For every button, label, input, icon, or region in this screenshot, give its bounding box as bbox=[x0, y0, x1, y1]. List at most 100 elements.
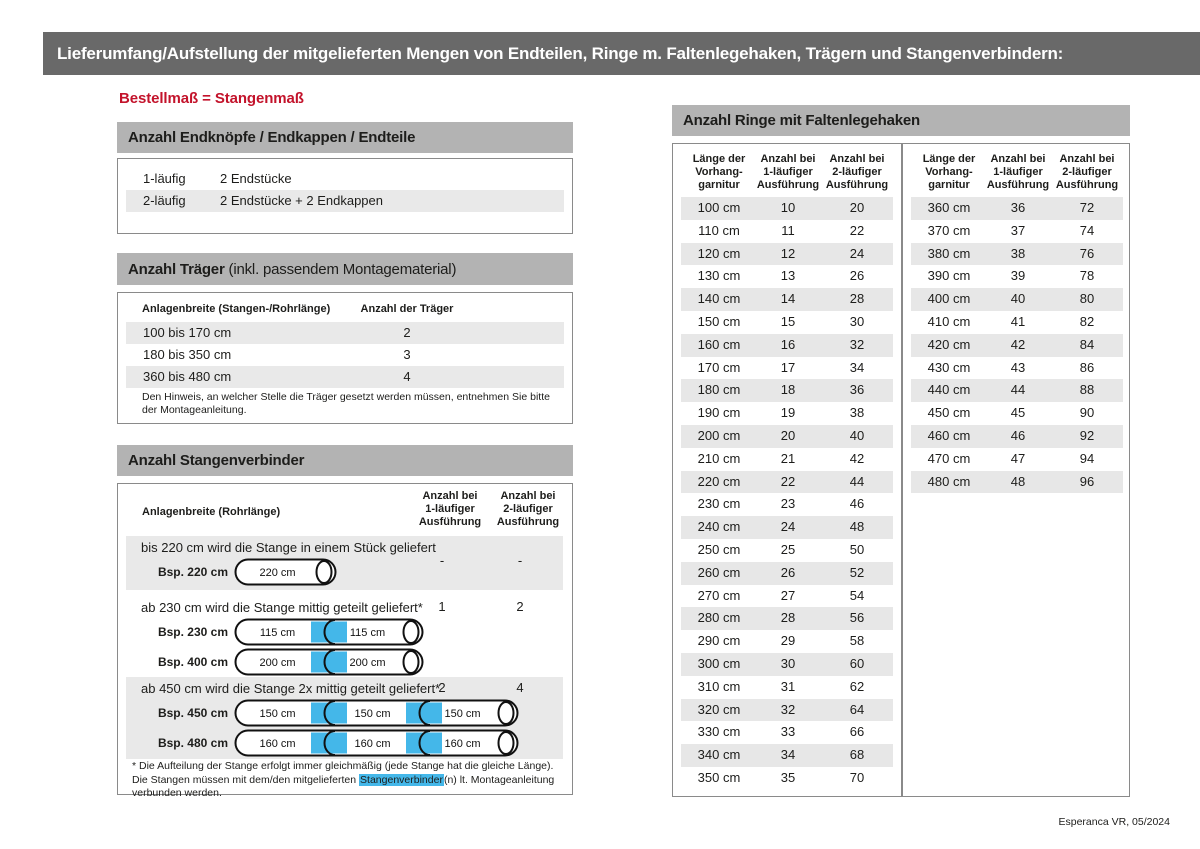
cell-laenge: 300 cm bbox=[697, 655, 741, 671]
cell-anzahl-2-laeufig: 80 bbox=[1079, 291, 1095, 307]
table-row: 470 cm 47 94 bbox=[911, 448, 1123, 471]
stangenverbinder-table: Anlagenbreite (Rohrlänge) Anzahl bei 1-l… bbox=[117, 483, 573, 799]
table-divider bbox=[901, 144, 903, 796]
rod-example: Bsp. 450 cm 150 cm 150 cm 150 cm bbox=[126, 698, 563, 728]
table-row: 110 cm 11 22 bbox=[681, 220, 893, 243]
cell-laenge: 120 cm bbox=[697, 245, 741, 261]
cell-anzahl-traeger: 3 bbox=[403, 347, 411, 362]
cell-laenge: 400 cm bbox=[927, 291, 971, 307]
cell-anzahl-2-laeufig: 60 bbox=[849, 655, 865, 671]
cell-laenge: 460 cm bbox=[927, 427, 971, 443]
table-row: 280 cm 28 56 bbox=[681, 607, 893, 631]
cell-anzahl-1-laeufig: 38 bbox=[1010, 245, 1026, 261]
ringe-table-right: Länge der Vorhang- garnitur Anzahl bei 1… bbox=[903, 144, 1131, 796]
table-row: 200 cm 20 40 bbox=[681, 424, 893, 448]
cell-anzahl-1-laeufig: 12 bbox=[780, 245, 796, 261]
cell-laenge: 190 cm bbox=[697, 405, 741, 421]
cell-laenge: 170 cm bbox=[697, 359, 741, 375]
ringe-right-rows: 360 cm 36 72 370 cm 37 74 380 cm 38 76 390 cm 39 78… bbox=[911, 197, 1123, 494]
ringe-col1-header: Länge der Vorhang- garnitur bbox=[922, 153, 976, 191]
cell-laenge: 110 cm bbox=[698, 222, 740, 238]
cell-laenge: 330 cm bbox=[697, 724, 741, 740]
stangenverbinder-connector bbox=[406, 702, 442, 724]
cell-laenge: 480 cm bbox=[927, 473, 971, 489]
rod-end-cap bbox=[497, 731, 515, 755]
rod-diagram: 115 cm 115 cm bbox=[234, 618, 424, 646]
cell-laenge: 240 cm bbox=[697, 519, 741, 535]
value-1-laeufig: 2 bbox=[438, 680, 446, 695]
stangenverbinder-connector bbox=[311, 621, 347, 643]
cell-laenge: 220 cm bbox=[697, 473, 741, 489]
cell-anzahl-1-laeufig: 40 bbox=[1010, 291, 1026, 307]
traeger-col1-header: Anlagenbreite (Stangen-/Rohrlänge) bbox=[142, 303, 331, 315]
stangenverbinder-connector bbox=[311, 651, 347, 673]
cell-anzahl-1-laeufig: 33 bbox=[780, 724, 796, 740]
section-title-endteile: Anzahl Endknöpfe / Endkappen / Endteile bbox=[128, 129, 416, 146]
cell-endteile: 2 Endstücke + 2 Endkappen bbox=[220, 193, 383, 208]
segment-length-label: 160 cm bbox=[354, 738, 390, 750]
cell-anzahl-1-laeufig: 15 bbox=[780, 313, 796, 329]
table-row: 2-läufig 2 Endstücke + 2 Endkappen bbox=[126, 190, 564, 212]
cell-anzahl-2-laeufig: 72 bbox=[1079, 200, 1095, 215]
table-row: 340 cm 34 68 bbox=[681, 744, 893, 767]
rod-example: Bsp. 400 cm 200 cm 200 cm bbox=[126, 647, 563, 677]
rod-example: Bsp. 230 cm 115 cm 115 cm bbox=[126, 617, 563, 647]
section-title-traeger: Anzahl Träger bbox=[128, 260, 225, 278]
rod-end-cap bbox=[402, 650, 420, 674]
table-row: 290 cm 29 58 bbox=[681, 630, 893, 653]
table-row: 420 cm 42 84 bbox=[911, 333, 1123, 357]
cell-anzahl-2-laeufig: 38 bbox=[849, 405, 865, 421]
cell-laenge: 440 cm bbox=[927, 382, 971, 398]
rod-row: bis 220 cm wird die Stange in einem Stüc… bbox=[126, 536, 563, 590]
cell-anzahl-2-laeufig: 30 bbox=[849, 313, 865, 329]
cell-anzahl-2-laeufig: 26 bbox=[849, 268, 865, 284]
cell-anzahl-1-laeufig: 11 bbox=[781, 222, 795, 238]
cell-laenge: 380 cm bbox=[927, 245, 971, 261]
table-row: 220 cm 22 44 bbox=[681, 470, 893, 494]
table-row: 360 bis 480 cm 4 bbox=[126, 366, 564, 388]
footnote-highlight: Stangenverbinder bbox=[359, 773, 444, 786]
cell-anzahl-2-laeufig: 28 bbox=[849, 291, 865, 307]
segment-length-label: 200 cm bbox=[259, 657, 295, 669]
segment-length-label: 220 cm bbox=[259, 567, 295, 579]
cell-laenge: 140 cm bbox=[697, 291, 741, 307]
cell-anzahl-2-laeufig: 22 bbox=[849, 222, 865, 238]
rod-example: Bsp. 220 cm 220 cm bbox=[126, 557, 563, 587]
cell-anzahl-2-laeufig: 42 bbox=[849, 450, 865, 466]
table-row: 150 cm 15 30 bbox=[681, 311, 893, 334]
section-header-traeger: Anzahl Träger (inkl. passendem Montagema… bbox=[117, 253, 573, 285]
rod-diagram: 160 cm 160 cm 160 cm bbox=[234, 729, 519, 757]
segment-length-label: 150 cm bbox=[259, 708, 295, 720]
table-row: 1-läufig 2 Endstücke bbox=[126, 168, 564, 190]
rod-example-diagram: 200 cm 200 cm bbox=[234, 647, 424, 682]
cell-laenge: 450 cm bbox=[927, 405, 971, 421]
cell-laenge: 260 cm bbox=[697, 564, 741, 580]
cell-anzahl-1-laeufig: 27 bbox=[780, 587, 796, 603]
table-row: 400 cm 40 80 bbox=[911, 288, 1123, 311]
ringe-col2-header: Anzahl bei 1-läufiger Ausführung bbox=[986, 153, 1050, 191]
cell-anzahl-1-laeufig: 36 bbox=[1010, 200, 1026, 215]
rod-example-diagram: 150 cm 150 cm 150 cm bbox=[234, 698, 519, 733]
cell-anzahl-1-laeufig: 14 bbox=[780, 291, 796, 307]
cell-anzahl-2-laeufig: 34 bbox=[849, 359, 865, 375]
cell-anzahl-1-laeufig: 43 bbox=[1010, 359, 1026, 375]
cell-anzahl-1-laeufig: 21 bbox=[780, 450, 796, 466]
value-2-laeufig: - bbox=[517, 553, 523, 568]
rod-end-cap bbox=[497, 701, 515, 725]
cell-laenge: 340 cm bbox=[697, 747, 741, 763]
cell-anzahl-traeger: 2 bbox=[403, 325, 411, 340]
rod-end-cap bbox=[402, 620, 420, 644]
rod-diagram: 220 cm bbox=[234, 558, 337, 586]
segment-length-label: 160 cm bbox=[259, 738, 295, 750]
cell-laufart: 1-läufig bbox=[143, 171, 186, 186]
cell-laenge: 420 cm bbox=[927, 336, 971, 352]
ringe-left-rows: 100 cm 10 20 110 cm 11 22 120 cm 12 24 130 cm 13 26… bbox=[681, 197, 893, 790]
verbinder-col2-header: Anzahl bei 1-läufiger Ausführung bbox=[418, 490, 482, 528]
rod-example: Bsp. 480 cm 160 cm 160 cm 160 cm bbox=[126, 728, 563, 758]
cell-anzahl-1-laeufig: 39 bbox=[1010, 268, 1026, 284]
cell-anzahl-2-laeufig: 40 bbox=[849, 427, 865, 443]
table-row: 130 cm 13 26 bbox=[681, 265, 893, 288]
cell-anzahl-2-laeufig: 82 bbox=[1079, 313, 1095, 329]
table-row: 350 cm 35 70 bbox=[681, 767, 893, 790]
cell-anzahl-1-laeufig: 16 bbox=[780, 336, 796, 352]
